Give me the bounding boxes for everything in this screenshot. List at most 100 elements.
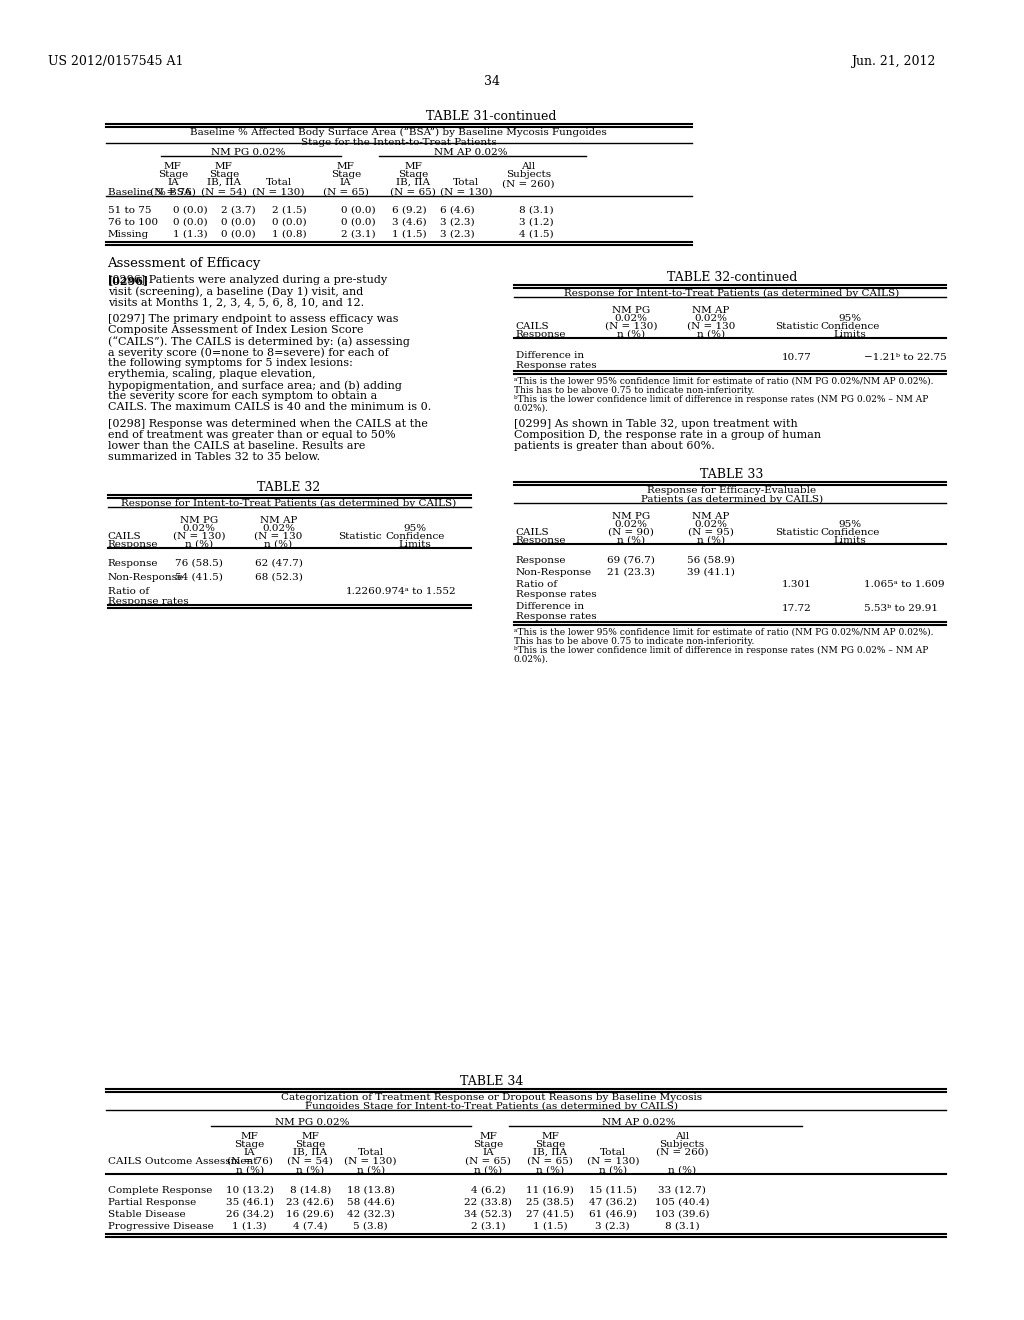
Text: 10.77: 10.77 (782, 352, 812, 362)
Text: n (%): n (%) (616, 330, 645, 339)
Text: Response: Response (516, 330, 566, 339)
Text: 62 (47.7): 62 (47.7) (255, 558, 302, 568)
Text: NM AP: NM AP (692, 512, 729, 521)
Text: MF: MF (215, 162, 232, 172)
Text: visits at Months 1, 2, 3, 4, 5, 6, 8, 10, and 12.: visits at Months 1, 2, 3, 4, 5, 6, 8, 10… (108, 297, 364, 308)
Text: 76 (58.5): 76 (58.5) (175, 558, 223, 568)
Text: Limits: Limits (834, 330, 866, 339)
Text: Stage: Stage (209, 170, 239, 180)
Text: n (%): n (%) (599, 1166, 627, 1175)
Text: 1 (1.5): 1 (1.5) (534, 1222, 567, 1232)
Text: CAILS. The maximum CAILS is 40 and the minimum is 0.: CAILS. The maximum CAILS is 40 and the m… (108, 403, 431, 412)
Text: (N = 130: (N = 130 (254, 532, 303, 541)
Text: 5.53ᵇ to 29.91: 5.53ᵇ to 29.91 (864, 605, 938, 612)
Text: [0296]: [0296] (108, 275, 148, 286)
Text: 17.72: 17.72 (782, 605, 812, 612)
Text: 8 (3.1): 8 (3.1) (665, 1222, 699, 1232)
Text: MF: MF (542, 1133, 559, 1140)
Text: Statistic: Statistic (775, 322, 819, 331)
Text: Progressive Disease: Progressive Disease (108, 1222, 213, 1232)
Text: Stage: Stage (158, 170, 188, 180)
Text: NM AP 0.02%: NM AP 0.02% (434, 148, 508, 157)
Text: 2 (3.1): 2 (3.1) (471, 1222, 505, 1232)
Text: 0.02%: 0.02% (182, 524, 215, 533)
Text: 105 (40.4): 105 (40.4) (654, 1199, 710, 1206)
Text: 27 (41.5): 27 (41.5) (526, 1210, 574, 1218)
Text: Assessment of Efficacy: Assessment of Efficacy (108, 257, 261, 271)
Text: (“CAILS”). The CAILS is determined by: (a) assessing: (“CAILS”). The CAILS is determined by: (… (108, 337, 410, 347)
Text: TABLE 32-continued: TABLE 32-continued (667, 271, 797, 284)
Text: 1.065ᵃ to 1.609: 1.065ᵃ to 1.609 (864, 579, 945, 589)
Text: (N = 65): (N = 65) (390, 187, 436, 197)
Text: erythemia, scaling, plaque elevation,: erythemia, scaling, plaque elevation, (108, 370, 315, 379)
Text: Total: Total (453, 178, 479, 187)
Text: [0296] Patients were analyzed during a pre-study: [0296] Patients were analyzed during a p… (108, 275, 387, 285)
Text: MF: MF (337, 162, 354, 172)
Text: (N = 65): (N = 65) (527, 1158, 573, 1166)
Text: IB, IIA: IB, IIA (534, 1148, 567, 1158)
Text: (N = 54): (N = 54) (201, 187, 247, 197)
Text: (N = 76): (N = 76) (226, 1158, 272, 1166)
Text: CAILS: CAILS (516, 528, 549, 537)
Text: 34 (52.3): 34 (52.3) (464, 1210, 512, 1218)
Text: 6 (9.2): 6 (9.2) (392, 206, 426, 215)
Text: visit (screening), a baseline (Day 1) visit, and: visit (screening), a baseline (Day 1) vi… (108, 286, 362, 297)
Text: IA: IA (482, 1148, 494, 1158)
Text: Statistic: Statistic (338, 532, 382, 541)
Text: (N = 65): (N = 65) (323, 187, 369, 197)
Text: Categorization of Treatment Response or Dropout Reasons by Baseline Mycosis: Categorization of Treatment Response or … (282, 1093, 702, 1102)
Text: CAILS: CAILS (516, 322, 549, 331)
Text: Non-Response: Non-Response (516, 568, 592, 577)
Text: Fungoides Stage for Intent-to-Treat Patients (as determined by CAILS): Fungoides Stage for Intent-to-Treat Pati… (305, 1102, 678, 1111)
Text: ᵇThis is the lower confidence limit of difference in response rates (NM PG 0.02%: ᵇThis is the lower confidence limit of d… (514, 395, 928, 404)
Text: Response rates: Response rates (516, 612, 596, 620)
Text: 3 (1.2): 3 (1.2) (518, 218, 553, 227)
Text: TABLE 33: TABLE 33 (700, 469, 764, 480)
Text: IA: IA (244, 1148, 256, 1158)
Text: 1 (1.3): 1 (1.3) (232, 1222, 267, 1232)
Text: 47 (36.2): 47 (36.2) (589, 1199, 637, 1206)
Text: 1.226: 1.226 (345, 587, 375, 597)
Text: NM PG: NM PG (612, 306, 650, 315)
Text: Stage: Stage (331, 170, 360, 180)
Text: (N = 130): (N = 130) (173, 532, 225, 541)
Text: Composite Assessment of Index Lesion Score: Composite Assessment of Index Lesion Sco… (108, 325, 364, 335)
Text: Statistic: Statistic (775, 528, 819, 537)
Text: 1.301: 1.301 (782, 579, 812, 589)
Text: 58 (44.6): 58 (44.6) (347, 1199, 394, 1206)
Text: 1 (1.3): 1 (1.3) (173, 230, 208, 239)
Text: 1 (0.8): 1 (0.8) (271, 230, 306, 239)
Text: 34: 34 (483, 75, 500, 88)
Text: 16 (29.6): 16 (29.6) (287, 1210, 334, 1218)
Text: Difference in: Difference in (516, 351, 584, 360)
Text: Stage for the Intent-to-Treat Patients: Stage for the Intent-to-Treat Patients (301, 139, 497, 147)
Text: 0 (0.0): 0 (0.0) (221, 230, 256, 239)
Text: Non-Response: Non-Response (108, 573, 183, 582)
Text: 95%: 95% (403, 524, 426, 533)
Text: Response rates: Response rates (516, 590, 596, 599)
Text: 8 (3.1): 8 (3.1) (518, 206, 553, 215)
Text: US 2012/0157545 A1: US 2012/0157545 A1 (48, 55, 183, 69)
Text: (N = 90): (N = 90) (608, 528, 654, 537)
Text: 0.02%: 0.02% (694, 520, 727, 529)
Text: Baseline % Affected Body Surface Area (“BSA”) by Baseline Mycosis Fungoides: Baseline % Affected Body Surface Area (“… (190, 128, 607, 137)
Text: Stage: Stage (398, 170, 428, 180)
Text: end of treatment was greater than or equal to 50%: end of treatment was greater than or equ… (108, 430, 395, 440)
Text: Response: Response (516, 556, 566, 565)
Text: NM PG: NM PG (612, 512, 650, 521)
Text: Jun. 21, 2012: Jun. 21, 2012 (851, 55, 936, 69)
Text: 15 (11.5): 15 (11.5) (589, 1185, 637, 1195)
Text: 35 (46.1): 35 (46.1) (225, 1199, 273, 1206)
Text: n (%): n (%) (356, 1166, 385, 1175)
Text: Partial Response: Partial Response (108, 1199, 196, 1206)
Text: 54 (41.5): 54 (41.5) (175, 573, 223, 582)
Text: IA: IA (167, 178, 179, 187)
Text: 18 (13.8): 18 (13.8) (347, 1185, 394, 1195)
Text: 33 (12.7): 33 (12.7) (658, 1185, 706, 1195)
Text: Stage: Stage (473, 1140, 503, 1148)
Text: NM PG: NM PG (179, 516, 218, 525)
Text: 2 (3.7): 2 (3.7) (221, 206, 256, 215)
Text: 4 (7.4): 4 (7.4) (293, 1222, 328, 1232)
Text: Ratio of: Ratio of (516, 579, 557, 589)
Text: 21 (23.3): 21 (23.3) (607, 568, 655, 577)
